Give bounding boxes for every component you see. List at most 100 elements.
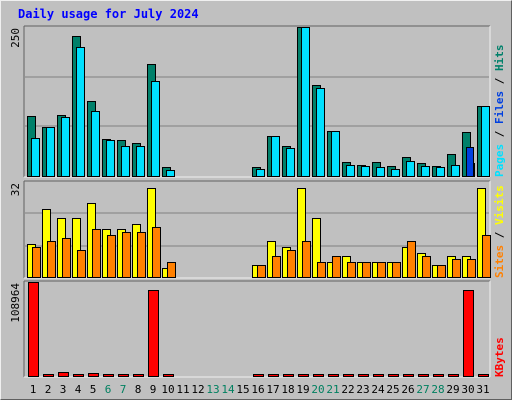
x-tick-label-17: 17 [266, 383, 279, 396]
bar-kbytes-day-16 [253, 374, 264, 377]
bar-files-day-9 [151, 81, 160, 177]
bar-sites-day-20 [317, 262, 326, 278]
bar-kbytes-day-25 [388, 374, 399, 377]
bar-files-day-1 [31, 138, 40, 177]
x-tick-label-13: 13 [206, 383, 219, 396]
bar-kbytes-day-5 [88, 373, 99, 377]
bar-sites-day-5 [92, 229, 101, 278]
bar-files-day-2 [46, 127, 55, 177]
bar-sites-day-6 [107, 235, 116, 278]
x-tick-label-18: 18 [281, 383, 294, 396]
legend-text: / [493, 225, 506, 245]
bar-files-day-23 [361, 166, 370, 177]
bar-files-day-29 [451, 165, 460, 177]
bar-files-day-27 [421, 166, 430, 177]
x-tick-label-15: 15 [236, 383, 249, 396]
x-tick-label-25: 25 [386, 383, 399, 396]
bar-files-day-26 [406, 161, 415, 177]
bar-visits-day-4 [72, 218, 81, 278]
bar-sites-day-24 [377, 262, 386, 278]
bar-files-day-25 [391, 169, 400, 177]
x-tick-label-2: 2 [45, 383, 52, 396]
x-tick-label-16: 16 [251, 383, 264, 396]
x-tick-label-22: 22 [341, 383, 354, 396]
bar-sites-day-17 [272, 256, 281, 278]
bar-kbytes-day-6 [103, 374, 114, 377]
legend-text: / [493, 124, 506, 144]
bar-pages-day-30 [466, 147, 474, 177]
x-tick-label-24: 24 [371, 383, 385, 396]
bar-sites-day-8 [137, 232, 146, 278]
bar-files-day-31 [481, 106, 490, 177]
legend-text: Files [493, 91, 506, 124]
bar-kbytes-day-2 [43, 374, 54, 377]
bar-files-day-24 [376, 167, 385, 177]
bar-kbytes-day-7 [118, 374, 129, 377]
bar-files-day-22 [346, 165, 355, 177]
bar-kbytes-day-3 [58, 372, 69, 377]
bar-files-day-18 [286, 148, 295, 177]
bar-files-day-10 [166, 170, 175, 177]
bar-kbytes-day-17 [268, 374, 279, 377]
bar-visits-day-31 [477, 188, 486, 278]
bar-files-day-7 [121, 146, 130, 177]
bar-kbytes-day-23 [358, 374, 369, 377]
bar-kbytes-day-18 [283, 374, 294, 377]
y-max-label: 108964 [9, 283, 22, 323]
x-tick-label-1: 1 [30, 383, 37, 396]
bar-sites-day-22 [347, 262, 356, 278]
bar-kbytes-day-27 [418, 374, 429, 377]
bar-kbytes-day-8 [133, 374, 144, 377]
bar-kbytes-day-21 [328, 374, 339, 377]
bar-sites-day-3 [62, 238, 71, 278]
bar-sites-day-16 [257, 265, 266, 278]
bar-files-day-8 [136, 146, 145, 177]
x-tick-label-27: 27 [416, 383, 429, 396]
bar-sites-day-19 [302, 241, 311, 278]
x-tick-label-10: 10 [161, 383, 174, 396]
x-tick-label-5: 5 [90, 383, 97, 396]
bar-files-day-5 [91, 111, 100, 177]
bar-kbytes-day-19 [298, 374, 309, 377]
bar-files-day-17 [271, 136, 280, 177]
x-tick-label-14: 14 [221, 383, 235, 396]
bar-kbytes-day-29 [448, 374, 459, 377]
bar-kbytes-day-28 [433, 374, 444, 377]
bar-visits-day-20 [312, 218, 321, 278]
y-max-label: 250 [9, 28, 22, 48]
bar-kbytes-day-1 [28, 282, 39, 377]
bar-kbytes-day-26 [403, 374, 414, 377]
bar-files-day-20 [316, 88, 325, 177]
x-tick-label-23: 23 [356, 383, 369, 396]
legend-text: Pages [493, 144, 506, 177]
bar-kbytes-day-9 [148, 290, 159, 377]
legend-text: Sites [493, 245, 506, 278]
bar-sites-day-18 [287, 250, 296, 278]
x-tick-label-11: 11 [176, 383, 189, 396]
bar-sites-day-2 [47, 241, 56, 278]
bar-sites-day-4 [77, 250, 86, 278]
x-tick-label-29: 29 [446, 383, 459, 396]
bar-visits-day-19 [297, 188, 306, 278]
bar-sites-day-31 [482, 235, 491, 278]
bar-kbytes-day-4 [73, 374, 84, 377]
x-tick-label-7: 7 [120, 383, 127, 396]
bar-sites-day-28 [437, 265, 446, 278]
bar-kbytes-day-30 [463, 290, 474, 377]
bar-sites-day-29 [452, 259, 461, 278]
y-max-label: 32 [9, 183, 22, 196]
bar-sites-day-21 [332, 256, 341, 278]
bar-kbytes-day-31 [478, 374, 489, 377]
x-tick-label-26: 26 [401, 383, 414, 396]
bar-files-day-19 [301, 27, 310, 177]
bar-sites-day-27 [422, 256, 431, 278]
legend-text: KBytes [493, 337, 506, 377]
bar-files-day-6 [106, 140, 115, 177]
bar-files-day-21 [331, 131, 340, 177]
bar-sites-day-23 [362, 262, 371, 278]
x-tick-label-3: 3 [60, 383, 67, 396]
bar-sites-day-9 [152, 227, 161, 278]
bar-sites-day-1 [32, 247, 41, 278]
panel-kbytes [24, 281, 490, 377]
